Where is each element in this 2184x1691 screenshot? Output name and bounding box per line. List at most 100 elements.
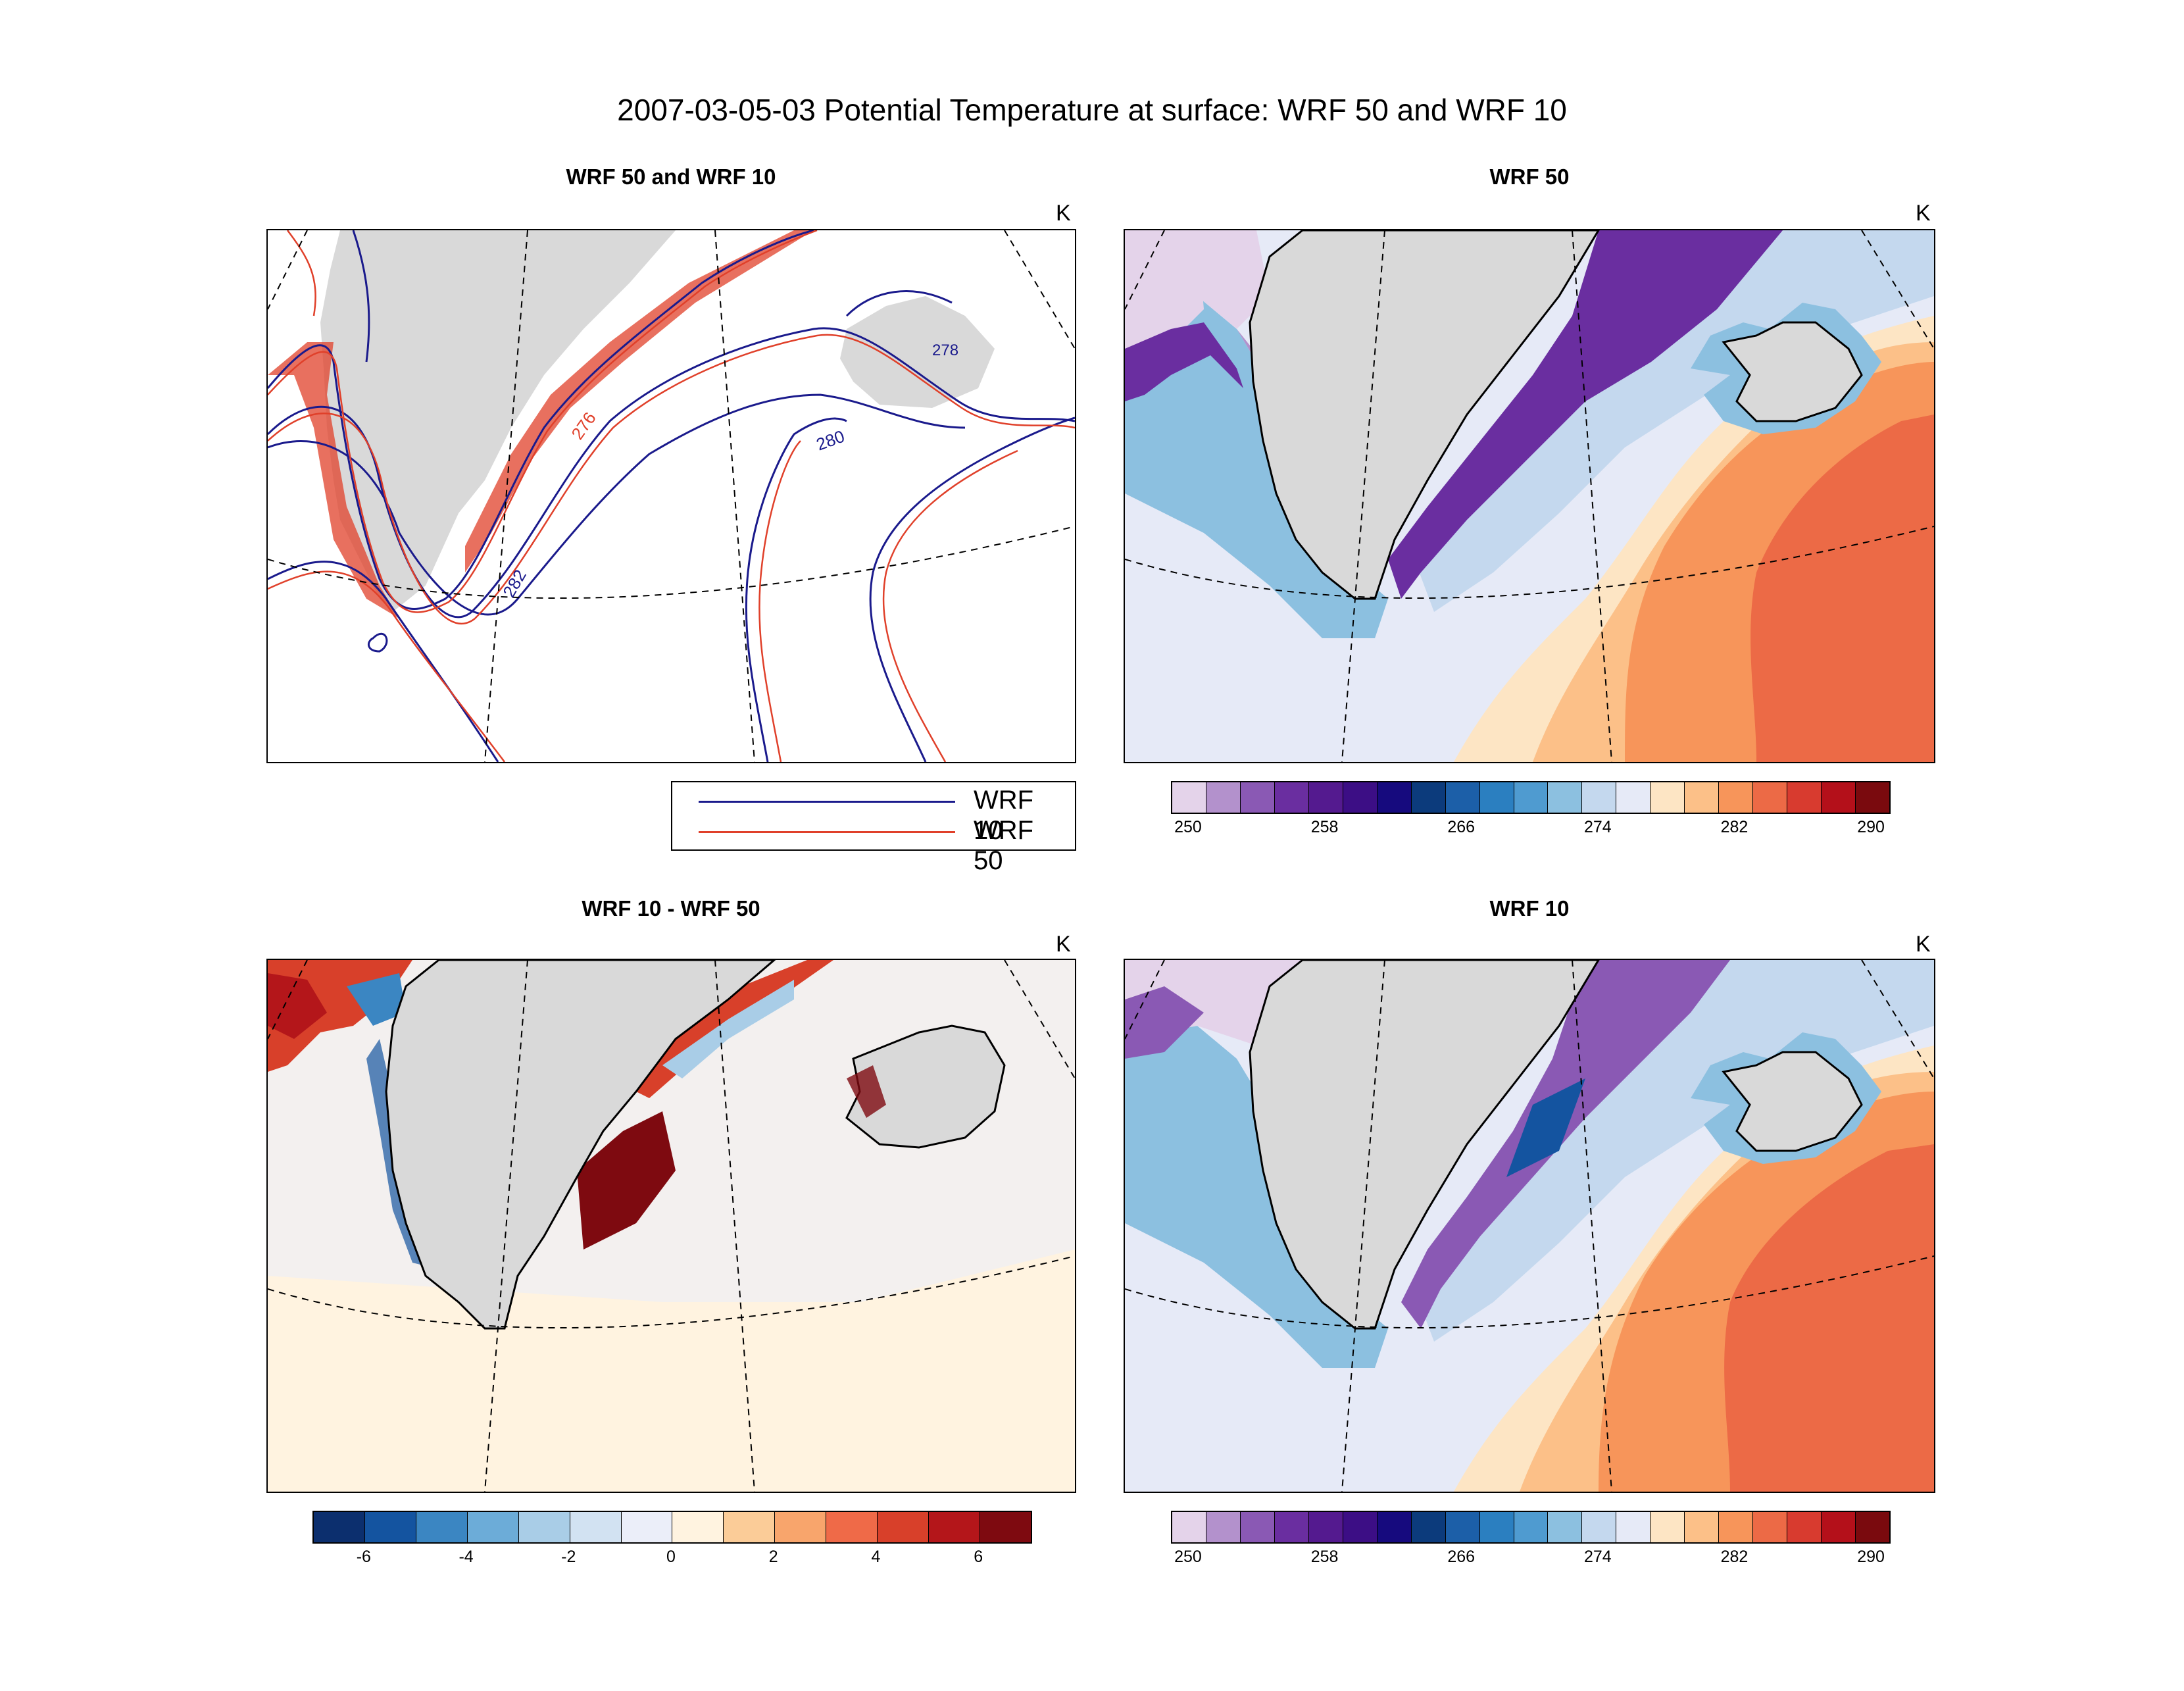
colorbar-swatch [1479,1512,1514,1542]
colorbar-tick-label: 266 [1447,818,1476,836]
unit-label-contours: K [1056,201,1071,226]
colorbar-swatch [314,1512,365,1542]
colorbar-labels-temperature-bottom: 250 258 266 274 282 290 [1171,1548,1888,1567]
unit-label-wrf50: K [1916,201,1931,226]
colorbar-difference [312,1511,1032,1544]
legend-swatch-wrf10 [699,801,955,803]
legend-item-wrf10: WRF 10 [699,785,1067,845]
colorbar-swatch [1343,1512,1377,1542]
colorbar-swatch [1240,782,1275,813]
unit-label-diff: K [1056,932,1071,957]
colorbar-tick-label: 250 [1174,818,1202,836]
panel-title-wrf10: WRF 10 [1489,896,1570,921]
colorbar-swatch [1616,1512,1651,1542]
colorbar-swatch [672,1512,724,1542]
colorbar-swatch [518,1512,570,1542]
colorbar-tick-label: 6 [974,1548,983,1566]
colorbar-swatch [1753,782,1788,813]
colorbar-swatch [775,1512,827,1542]
colorbar-swatch [1685,1512,1720,1542]
colorbar-swatch [1411,782,1446,813]
colorbar-swatch [1274,782,1309,813]
unit-label-wrf10: K [1916,932,1931,957]
colorbar-swatch [621,1512,673,1542]
colorbar-swatch [1514,1512,1549,1542]
map-diff [266,959,1076,1493]
colorbar-tick-label: 282 [1720,1548,1749,1566]
colorbar-labels-difference: -6 -4 -2 0 2 4 6 [312,1548,1030,1567]
colorbar-tick-label: 282 [1720,818,1749,836]
colorbar-tick-label: 274 [1583,1548,1612,1566]
colorbar-swatch [1650,1512,1685,1542]
contour-label: 280 [814,426,847,455]
colorbar-swatch [364,1512,416,1542]
colorbar-tick-label: -6 [356,1548,371,1566]
colorbar-swatch [1308,782,1343,813]
colorbar-swatch [980,1512,1031,1542]
colorbar-swatch [1719,1512,1754,1542]
figure-title: 2007-03-05-03 Potential Temperature at s… [617,93,1567,127]
line-legend: WRF 10 WRF 50 [671,781,1076,875]
contour-label: 278 [932,341,958,359]
colorbar-swatch [1479,782,1514,813]
panel-title-contours: WRF 50 and WRF 10 [566,164,776,189]
colorbar-swatch [1582,1512,1617,1542]
colorbar-swatch [1445,1512,1480,1542]
legend-item-wrf50: WRF 50 [699,815,1067,875]
contour-label: 282 [499,566,530,601]
colorbar-swatch [467,1512,519,1542]
colorbar-swatch [1856,782,1890,813]
colorbar-swatch [724,1512,776,1542]
colorbar-swatch [1787,782,1822,813]
colorbar-swatch [1308,1512,1343,1542]
colorbar-swatch [1616,782,1651,813]
colorbar-swatch [1650,782,1685,813]
colorbar-swatch [1343,782,1377,813]
colorbar-swatch [1206,782,1241,813]
colorbar-swatch [929,1512,980,1542]
panel-title-diff: WRF 10 - WRF 50 [582,896,760,921]
colorbar-labels-temperature-top: 250 258 266 274 282 290 [1171,818,1888,838]
colorbar-swatch [1719,782,1754,813]
map-wrf10 [1124,959,1935,1493]
map-contours: 276 280 282 278 [266,229,1076,763]
colorbar-swatch [1685,782,1720,813]
colorbar-tick-label: 274 [1583,818,1612,836]
map-wrf50 [1124,229,1935,763]
colorbar-swatch [1240,1512,1275,1542]
colorbar-swatch [1445,782,1480,813]
colorbar-tick-label: 258 [1310,1548,1339,1566]
colorbar-swatch [570,1512,622,1542]
colorbar-swatch [1514,782,1549,813]
legend-swatch-wrf50 [699,831,955,833]
colorbar-tick-label: 4 [871,1548,881,1566]
colorbar-swatch [1172,1512,1206,1542]
colorbar-swatch [1753,1512,1788,1542]
colorbar-swatch [1206,1512,1241,1542]
colorbar-tick-label: 0 [666,1548,676,1566]
colorbar-swatch [1582,782,1617,813]
colorbar-swatch [416,1512,468,1542]
colorbar-swatch [878,1512,930,1542]
colorbar-tick-label: 2 [768,1548,778,1566]
colorbar-swatch [1274,1512,1309,1542]
colorbar-temperature-top [1171,781,1891,814]
colorbar-tick-label: -2 [561,1548,576,1566]
colorbar-swatch [1411,1512,1446,1542]
colorbar-tick-label: 290 [1857,818,1885,836]
colorbar-tick-label: 266 [1447,1548,1476,1566]
colorbar-swatch [1377,782,1412,813]
colorbar-swatch [1787,1512,1822,1542]
colorbar-swatch [1856,1512,1890,1542]
colorbar-swatch [1822,1512,1856,1542]
colorbar-swatch [1822,782,1856,813]
legend-label-wrf10: WRF 10 [974,786,1034,845]
colorbar-temperature-bottom [1171,1511,1891,1544]
colorbar-swatch [1548,782,1583,813]
colorbar-tick-label: 250 [1174,1548,1202,1566]
colorbar-swatch [1377,1512,1412,1542]
colorbar-swatch [1548,1512,1583,1542]
colorbar-tick-label: 290 [1857,1548,1885,1566]
colorbar-swatch [826,1512,878,1542]
colorbar-tick-label: -4 [459,1548,474,1566]
